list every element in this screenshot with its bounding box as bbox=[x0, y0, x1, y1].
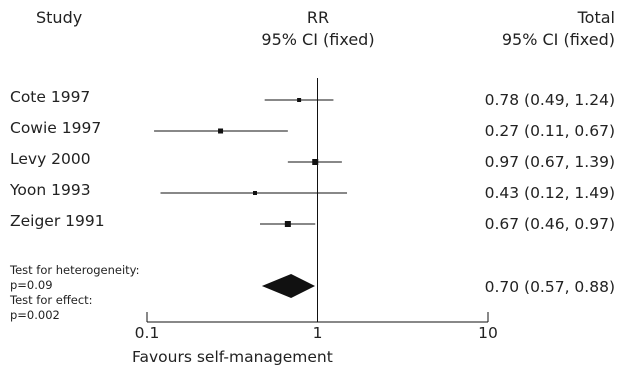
study-name: Cote 1997 bbox=[10, 88, 91, 106]
study-name: Levy 2000 bbox=[10, 150, 91, 168]
study-value-label: 0.27 (0.11, 0.67) bbox=[484, 122, 615, 140]
study-point-estimate bbox=[253, 191, 258, 195]
rr-column-header: RR bbox=[306, 8, 330, 27]
x-tick-label: 1 bbox=[312, 324, 323, 342]
study-name: Cowie 1997 bbox=[10, 119, 102, 137]
heterogeneity-label: Test for heterogeneity: bbox=[10, 263, 140, 277]
study-value-label: 0.67 (0.46, 0.97) bbox=[484, 215, 615, 233]
study-point-estimate bbox=[297, 98, 302, 102]
study-name: Zeiger 1991 bbox=[10, 212, 105, 230]
study-value-label: 0.78 (0.49, 1.24) bbox=[484, 91, 615, 109]
study-value-label: 0.97 (0.67, 1.39) bbox=[484, 153, 615, 171]
heterogeneity-p-value: p=0.09 bbox=[10, 278, 53, 292]
study-point-estimate bbox=[312, 159, 319, 165]
study-value-label: 0.43 (0.12, 1.49) bbox=[484, 184, 615, 202]
total-column-header: Total bbox=[577, 8, 615, 27]
pooled-value-label: 0.70 (0.57, 0.88) bbox=[484, 278, 615, 296]
effect-label: Test for effect: bbox=[10, 293, 93, 307]
x-tick-label: 0.1 bbox=[134, 324, 160, 342]
rr-ci-header: 95% CI (fixed) bbox=[261, 30, 375, 49]
study-point-estimate bbox=[218, 128, 224, 134]
x-tick-label: 10 bbox=[478, 324, 498, 342]
effect-p-value: p=0.002 bbox=[10, 308, 60, 322]
study-name: Yoon 1993 bbox=[10, 181, 91, 199]
study-point-estimate bbox=[284, 221, 291, 227]
total-ci-header: 95% CI (fixed) bbox=[501, 30, 615, 49]
pooled-estimate-diamond bbox=[261, 274, 316, 298]
study-column-header: Study bbox=[36, 8, 83, 27]
favours-label: Favours self-management bbox=[132, 348, 333, 366]
